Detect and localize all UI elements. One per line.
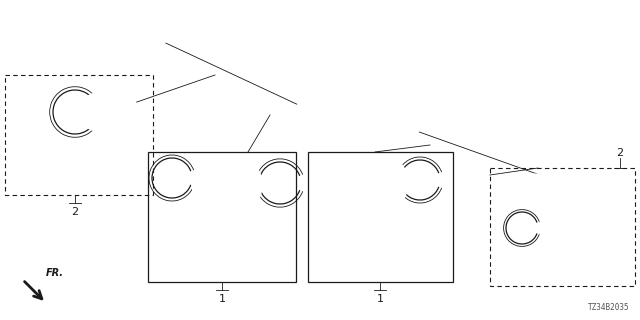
Ellipse shape: [597, 195, 619, 203]
Bar: [148, 152, 296, 282]
Ellipse shape: [161, 260, 175, 265]
Ellipse shape: [77, 91, 139, 133]
Ellipse shape: [380, 161, 408, 205]
Bar: [156, 216, 180, 260]
Ellipse shape: [578, 188, 608, 212]
Ellipse shape: [156, 212, 180, 220]
Ellipse shape: [192, 160, 264, 210]
Ellipse shape: [145, 31, 156, 41]
Bar: [490, 168, 635, 286]
Ellipse shape: [298, 102, 312, 114]
Ellipse shape: [568, 183, 575, 189]
Bar: [320, 216, 344, 260]
Ellipse shape: [114, 93, 137, 131]
Ellipse shape: [502, 174, 574, 226]
Ellipse shape: [341, 158, 409, 208]
Ellipse shape: [145, 30, 165, 46]
Ellipse shape: [560, 180, 576, 190]
Text: FR.: FR.: [46, 268, 64, 278]
Ellipse shape: [544, 177, 572, 223]
Text: 2: 2: [72, 207, 79, 217]
Ellipse shape: [19, 175, 41, 183]
Ellipse shape: [320, 212, 344, 220]
Polygon shape: [236, 231, 260, 259]
Bar: [19, 137, 41, 179]
Text: 1: 1: [376, 294, 383, 304]
Ellipse shape: [602, 241, 614, 246]
Bar: [597, 199, 619, 241]
Bar: [308, 152, 453, 282]
Text: 1: 1: [218, 294, 225, 304]
Ellipse shape: [19, 133, 41, 141]
Text: 2: 2: [616, 148, 623, 158]
Ellipse shape: [305, 107, 312, 113]
Ellipse shape: [24, 179, 36, 184]
Polygon shape: [393, 231, 417, 259]
Text: TZ34B2035: TZ34B2035: [588, 303, 630, 312]
Bar: [5, 75, 153, 195]
Ellipse shape: [234, 163, 262, 207]
Ellipse shape: [325, 260, 339, 265]
Ellipse shape: [397, 121, 409, 132]
Ellipse shape: [320, 256, 344, 264]
Ellipse shape: [597, 237, 619, 245]
Ellipse shape: [156, 256, 180, 264]
Ellipse shape: [19, 92, 45, 108]
Ellipse shape: [397, 120, 419, 136]
